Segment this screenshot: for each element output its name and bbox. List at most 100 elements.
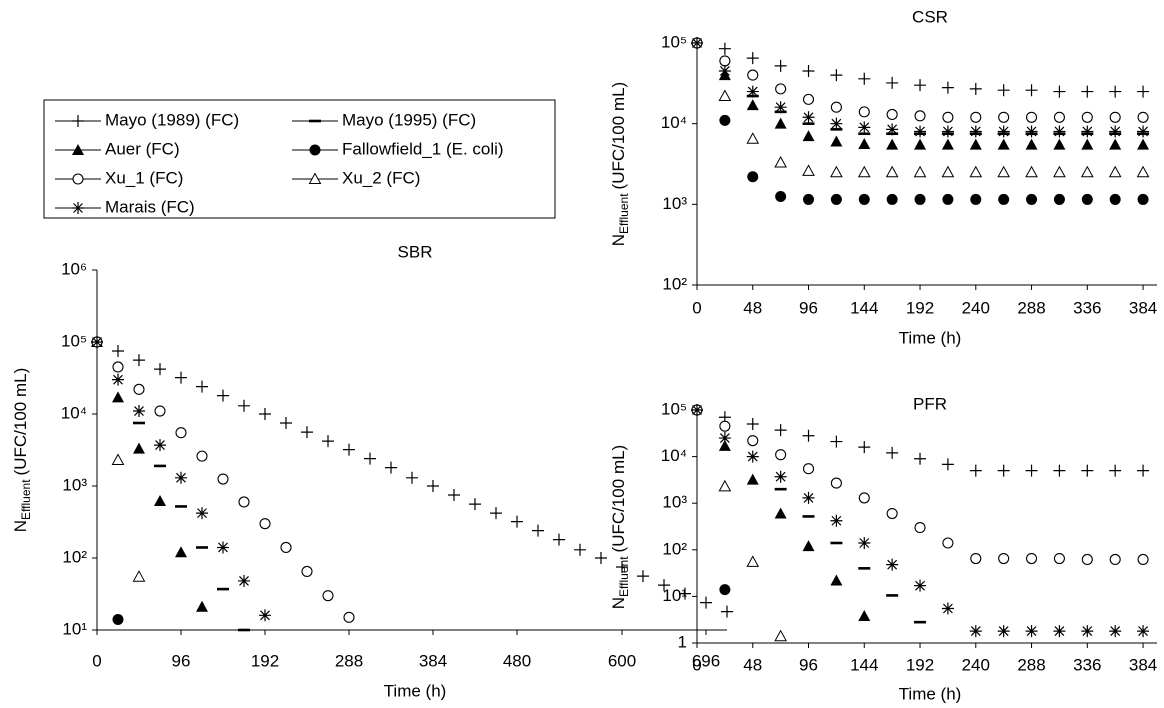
marker-triangle — [802, 130, 815, 142]
marker-triangle — [941, 138, 954, 150]
marker-plus — [1025, 84, 1038, 97]
marker-plus — [858, 441, 871, 454]
marker-asterisk — [746, 450, 759, 463]
marker-triangle — [886, 138, 899, 150]
marker-circle — [175, 427, 187, 439]
x-tick-label: 144 — [850, 298, 878, 317]
marker-circle — [886, 507, 898, 520]
marker-dot — [1109, 193, 1121, 205]
marker-plus — [133, 354, 145, 367]
legend-label: Mayo (1995) (FC) — [342, 110, 476, 129]
marker-asterisk — [914, 579, 927, 592]
marker-dot — [1053, 193, 1065, 205]
marker-dot — [309, 144, 321, 156]
marker-circle — [280, 541, 292, 554]
x-tick-label: 96 — [172, 651, 191, 670]
marker-asterisk — [1109, 125, 1122, 138]
marker-asterisk — [718, 432, 731, 445]
marker-triangle — [830, 135, 843, 147]
marker-asterisk — [774, 101, 787, 114]
marker-plus — [553, 533, 565, 546]
marker-plus — [969, 82, 982, 95]
x-tick-label: 288 — [1017, 655, 1045, 674]
marker-circle — [970, 111, 982, 123]
x-tick-label: 288 — [335, 651, 363, 670]
x-tick-label: 96 — [799, 298, 818, 317]
marker-triangle — [175, 546, 187, 558]
marker-circle — [775, 83, 787, 95]
y-tick-label: 10⁶ — [61, 259, 87, 278]
marker-circle — [1137, 111, 1149, 123]
y-tick-label: 10² — [62, 547, 87, 566]
marker-triangle — [774, 507, 787, 519]
x-tick-label: 96 — [799, 655, 818, 674]
marker-dot — [1026, 193, 1038, 205]
marker-asterisk — [133, 405, 145, 418]
marker-plus — [997, 464, 1010, 477]
marker-plus — [1137, 85, 1150, 98]
marker-triangle — [112, 391, 124, 403]
marker-circle — [238, 496, 250, 508]
marker-plus — [1109, 85, 1122, 98]
marker-plus — [886, 446, 899, 459]
marker-triangle-open — [941, 165, 955, 178]
marker-plus — [1081, 464, 1094, 477]
marker-triangle-open — [857, 165, 871, 178]
marker-triangle-open — [746, 555, 760, 567]
marker-asterisk — [858, 536, 871, 549]
marker-dot — [112, 613, 124, 625]
marker-plus — [969, 464, 982, 477]
y-tick-label: 10⁴ — [661, 446, 687, 465]
marker-circle — [133, 383, 145, 395]
marker-triangle — [774, 117, 787, 129]
y-axis-label: NEffluent (UFC/100 mL) — [609, 82, 631, 246]
marker-asterisk — [969, 625, 982, 638]
marker-circle — [1109, 553, 1121, 566]
marker-circle — [1081, 553, 1093, 566]
marker-asterisk — [997, 625, 1010, 638]
marker-asterisk — [259, 609, 271, 622]
marker-plus — [941, 81, 954, 94]
x-tick-label: 600 — [608, 651, 636, 670]
marker-plus — [1137, 464, 1150, 477]
x-tick-label: 144 — [850, 655, 878, 674]
marker-plus — [1053, 464, 1066, 477]
marker-dot — [719, 584, 731, 596]
y-tick-label: 10⁴ — [61, 403, 87, 422]
marker-asterisk — [1081, 125, 1094, 138]
x-tick-label: 288 — [1017, 298, 1045, 317]
marker-circle — [830, 477, 842, 489]
marker-triangle — [830, 574, 843, 586]
marker-triangle — [746, 473, 759, 485]
marker-triangle-open — [774, 155, 787, 168]
legend-label: Mayo (1989) (FC) — [105, 110, 239, 129]
marker-asterisk — [1053, 625, 1066, 638]
marker-asterisk — [969, 125, 982, 138]
marker-triangle-open — [746, 132, 760, 144]
y-tick-label: 1 — [678, 632, 687, 651]
y-tick-label: 10⁵ — [61, 331, 87, 350]
marker-plus — [858, 72, 871, 85]
y-axis-label-main: N — [609, 234, 628, 246]
marker-plus — [511, 515, 523, 528]
y-axis-label: NEffluent (UFC/100 mL) — [11, 368, 33, 532]
marker-circle — [970, 552, 982, 565]
y-axis-label-sub: Effluent — [19, 479, 33, 520]
marker-triangle — [1081, 138, 1094, 150]
marker-triangle — [1137, 138, 1150, 150]
legend-box — [43, 99, 556, 219]
y-axis-label-unit: (UFC/100 mL) — [609, 82, 628, 190]
chart-title: SBR — [398, 242, 433, 261]
marker-triangle-open — [1136, 165, 1150, 178]
marker-asterisk — [691, 37, 703, 49]
y-tick-label: 10⁵ — [661, 32, 687, 51]
marker-circle — [858, 492, 870, 504]
marker-circle — [942, 111, 954, 123]
marker-plus — [679, 587, 691, 600]
y-tick-label: 10⁵ — [661, 399, 687, 418]
y-tick-label: 10² — [662, 539, 687, 558]
marker-plus — [406, 471, 418, 484]
marker-plus — [774, 424, 787, 437]
marker-circle — [1137, 553, 1149, 566]
marker-triangle-open — [1025, 165, 1038, 178]
